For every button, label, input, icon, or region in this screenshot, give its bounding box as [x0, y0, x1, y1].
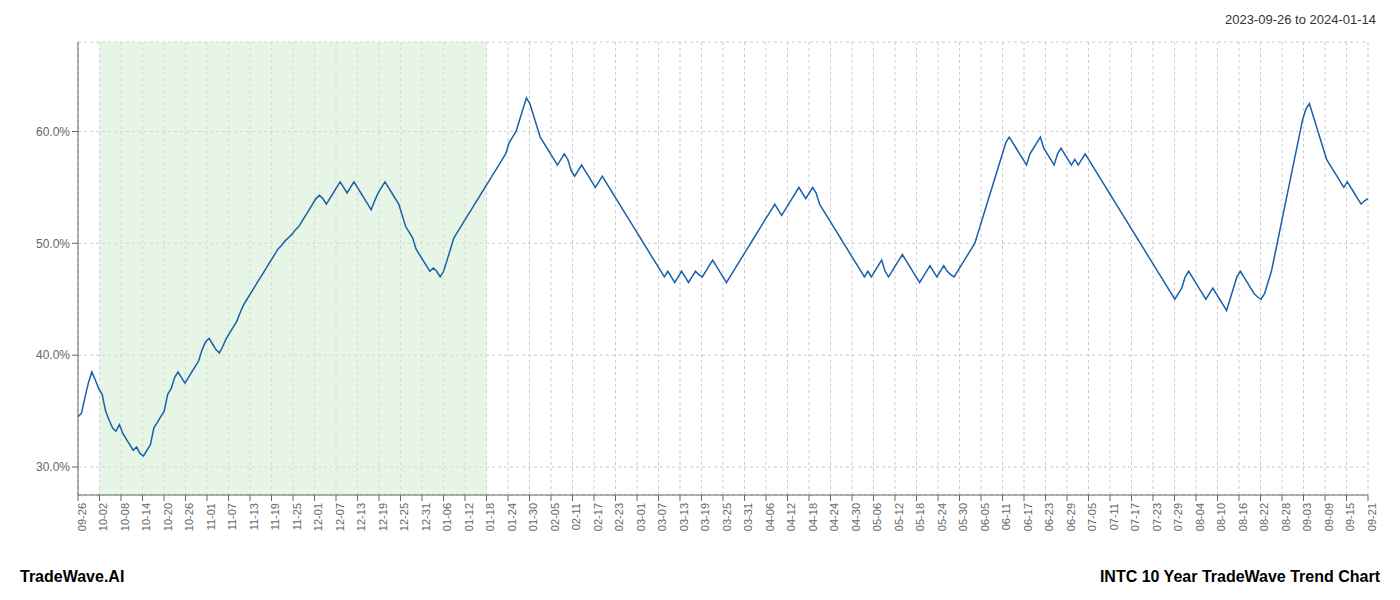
- svg-text:01-18: 01-18: [484, 503, 496, 531]
- svg-text:50.0%: 50.0%: [36, 237, 70, 251]
- svg-text:05-06: 05-06: [871, 503, 883, 531]
- svg-text:05-30: 05-30: [957, 503, 969, 531]
- svg-text:08-04: 08-04: [1194, 503, 1206, 531]
- svg-text:01-12: 01-12: [463, 503, 475, 531]
- svg-text:12-31: 12-31: [420, 503, 432, 531]
- svg-text:10-02: 10-02: [97, 503, 109, 531]
- svg-text:60.0%: 60.0%: [36, 125, 70, 139]
- svg-text:05-12: 05-12: [893, 503, 905, 531]
- svg-text:12-13: 12-13: [355, 503, 367, 531]
- svg-text:02-17: 02-17: [592, 503, 604, 531]
- svg-text:04-06: 04-06: [764, 503, 776, 531]
- svg-text:12-01: 12-01: [312, 503, 324, 531]
- svg-text:10-08: 10-08: [119, 503, 131, 531]
- svg-text:12-19: 12-19: [377, 503, 389, 531]
- svg-text:08-22: 08-22: [1258, 503, 1270, 531]
- svg-text:09-09: 09-09: [1323, 503, 1335, 531]
- svg-text:05-24: 05-24: [936, 503, 948, 531]
- svg-text:07-11: 07-11: [1108, 503, 1120, 530]
- svg-text:10-14: 10-14: [140, 503, 152, 531]
- html-text:INTC 10 Year TradeWave Trend C: INTC 10 Year TradeWave Trend Chart: [1099, 568, 1380, 585]
- svg-text:01-30: 01-30: [527, 503, 539, 531]
- svg-text:02-23: 02-23: [613, 503, 625, 531]
- svg-text:11-13: 11-13: [248, 503, 260, 530]
- svg-text:09-15: 09-15: [1344, 503, 1356, 531]
- svg-text:11-25: 11-25: [291, 503, 303, 530]
- svg-text:01-06: 01-06: [441, 503, 453, 531]
- svg-text:03-25: 03-25: [721, 503, 733, 531]
- svg-text:08-28: 08-28: [1280, 503, 1292, 531]
- svg-text:11-19: 11-19: [269, 503, 281, 530]
- svg-text:30.0%: 30.0%: [36, 460, 70, 474]
- svg-text:10-20: 10-20: [162, 503, 174, 531]
- svg-text:04-18: 04-18: [807, 503, 819, 531]
- svg-text:06-17: 06-17: [1022, 503, 1034, 531]
- svg-text:05-18: 05-18: [914, 503, 926, 531]
- svg-text:03-19: 03-19: [699, 503, 711, 531]
- svg-text:09-26: 09-26: [76, 503, 88, 531]
- svg-text:03-13: 03-13: [678, 503, 690, 531]
- html-text:TradeWave.AI: TradeWave.AI: [20, 568, 125, 585]
- svg-text:02-11: 02-11: [570, 503, 582, 530]
- svg-text:09-21: 09-21: [1366, 503, 1378, 531]
- svg-text:06-05: 06-05: [979, 503, 991, 531]
- svg-text:03-07: 03-07: [656, 503, 668, 531]
- svg-text:07-05: 07-05: [1086, 503, 1098, 531]
- svg-text:03-01: 03-01: [635, 503, 647, 531]
- svg-text:12-25: 12-25: [398, 503, 410, 531]
- svg-text:10-26: 10-26: [183, 503, 195, 531]
- svg-text:02-05: 02-05: [549, 503, 561, 531]
- svg-text:06-23: 06-23: [1043, 503, 1055, 531]
- svg-text:40.0%: 40.0%: [36, 348, 70, 362]
- svg-text:07-23: 07-23: [1151, 503, 1163, 531]
- svg-text:07-29: 07-29: [1172, 503, 1184, 531]
- svg-text:06-29: 06-29: [1065, 503, 1077, 531]
- svg-text:11-01: 11-01: [205, 503, 217, 530]
- svg-text:08-16: 08-16: [1237, 503, 1249, 531]
- svg-text:07-17: 07-17: [1129, 503, 1141, 531]
- svg-text:09-03: 09-03: [1301, 503, 1313, 531]
- html-text:2023-09-26 to 2024-01-14: 2023-09-26 to 2024-01-14: [1224, 12, 1376, 27]
- svg-text:11-07: 11-07: [226, 503, 238, 530]
- svg-text:08-10: 08-10: [1215, 503, 1227, 531]
- svg-text:04-30: 04-30: [850, 503, 862, 531]
- svg-text:04-12: 04-12: [785, 503, 797, 531]
- svg-text:12-07: 12-07: [334, 503, 346, 531]
- svg-text:01-24: 01-24: [506, 503, 518, 531]
- svg-text:03-31: 03-31: [742, 503, 754, 531]
- svg-text:06-11: 06-11: [1000, 503, 1012, 530]
- svg-text:04-24: 04-24: [828, 503, 840, 531]
